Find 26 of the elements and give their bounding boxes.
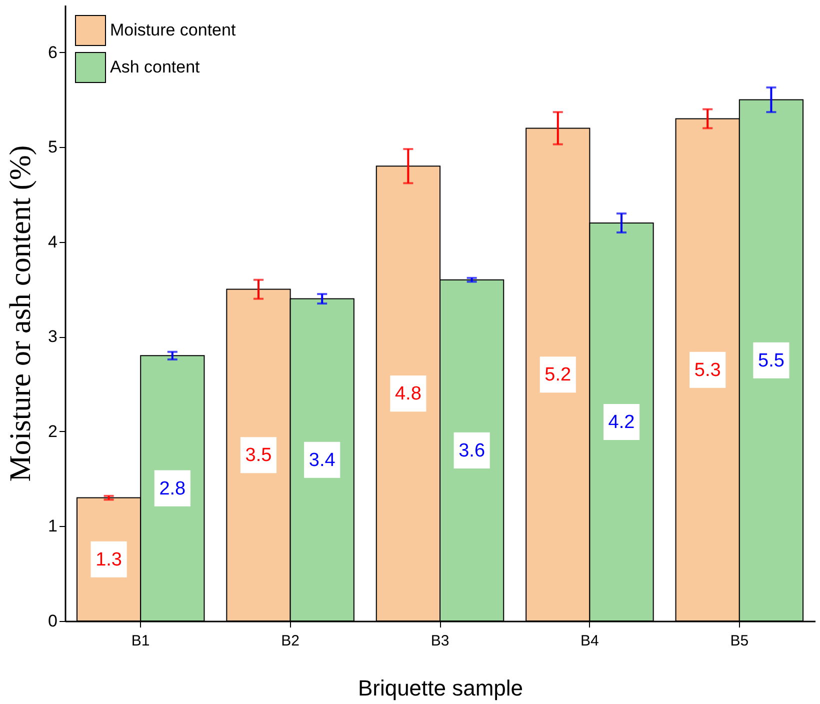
y-axis-title: Moisture or ash content (%) <box>4 145 38 482</box>
legend-label: Moisture content <box>110 20 236 40</box>
y-tick-label: 3 <box>48 327 58 346</box>
data-label: 5.5 <box>758 350 784 372</box>
y-tick-label: 6 <box>48 42 58 62</box>
data-label: 4.8 <box>394 384 422 405</box>
y-tick-label: 1 <box>48 516 58 536</box>
y-tick-label: 2 <box>48 422 58 441</box>
data-label: 4.2 <box>608 412 635 433</box>
data-label: 3.5 <box>245 445 272 466</box>
y-tick-label: 5 <box>48 138 58 157</box>
data-label: 5.3 <box>694 360 721 381</box>
legend-label: Ash content <box>110 58 200 76</box>
data-label: 3.4 <box>308 450 336 471</box>
x-tick-label: B2 <box>281 632 300 650</box>
x-tick-label: B4 <box>580 632 599 650</box>
data-label: 5.2 <box>544 364 572 386</box>
data-label: 2.8 <box>159 478 186 500</box>
x-tick-label: B3 <box>430 632 450 650</box>
x-tick-label: B5 <box>730 632 749 650</box>
y-tick-label: 0 <box>48 612 58 630</box>
data-label: 1.3 <box>96 549 122 570</box>
x-tick-label: B1 <box>131 632 150 650</box>
x-axis-title: Briquette sample <box>358 676 524 700</box>
y-tick-label: 4 <box>48 232 58 252</box>
data-label: 3.6 <box>458 440 486 462</box>
